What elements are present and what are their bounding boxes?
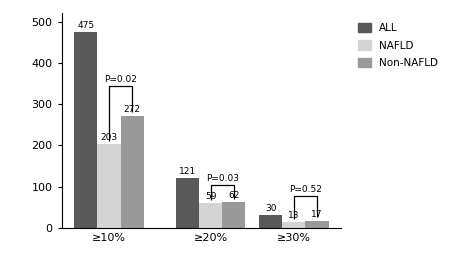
Bar <box>176 178 199 228</box>
Bar <box>199 203 222 228</box>
Bar <box>283 222 305 228</box>
Bar <box>120 116 144 228</box>
Text: 13: 13 <box>288 211 300 220</box>
Text: 203: 203 <box>100 133 118 142</box>
Text: 121: 121 <box>179 167 196 176</box>
Text: P=0.52: P=0.52 <box>289 185 322 194</box>
Bar <box>259 215 283 228</box>
Text: 62: 62 <box>228 191 239 200</box>
Text: 17: 17 <box>311 210 323 219</box>
Text: 59: 59 <box>205 192 217 202</box>
Bar <box>98 144 120 228</box>
Text: 30: 30 <box>265 204 276 213</box>
Text: P=0.02: P=0.02 <box>104 75 137 84</box>
Bar <box>74 32 98 228</box>
Text: 475: 475 <box>77 21 94 30</box>
Text: 272: 272 <box>124 105 141 114</box>
Text: P=0.03: P=0.03 <box>206 174 239 183</box>
Legend: ALL, NAFLD, Non-NAFLD: ALL, NAFLD, Non-NAFLD <box>354 18 442 72</box>
Bar <box>222 202 246 228</box>
Bar <box>305 221 328 228</box>
